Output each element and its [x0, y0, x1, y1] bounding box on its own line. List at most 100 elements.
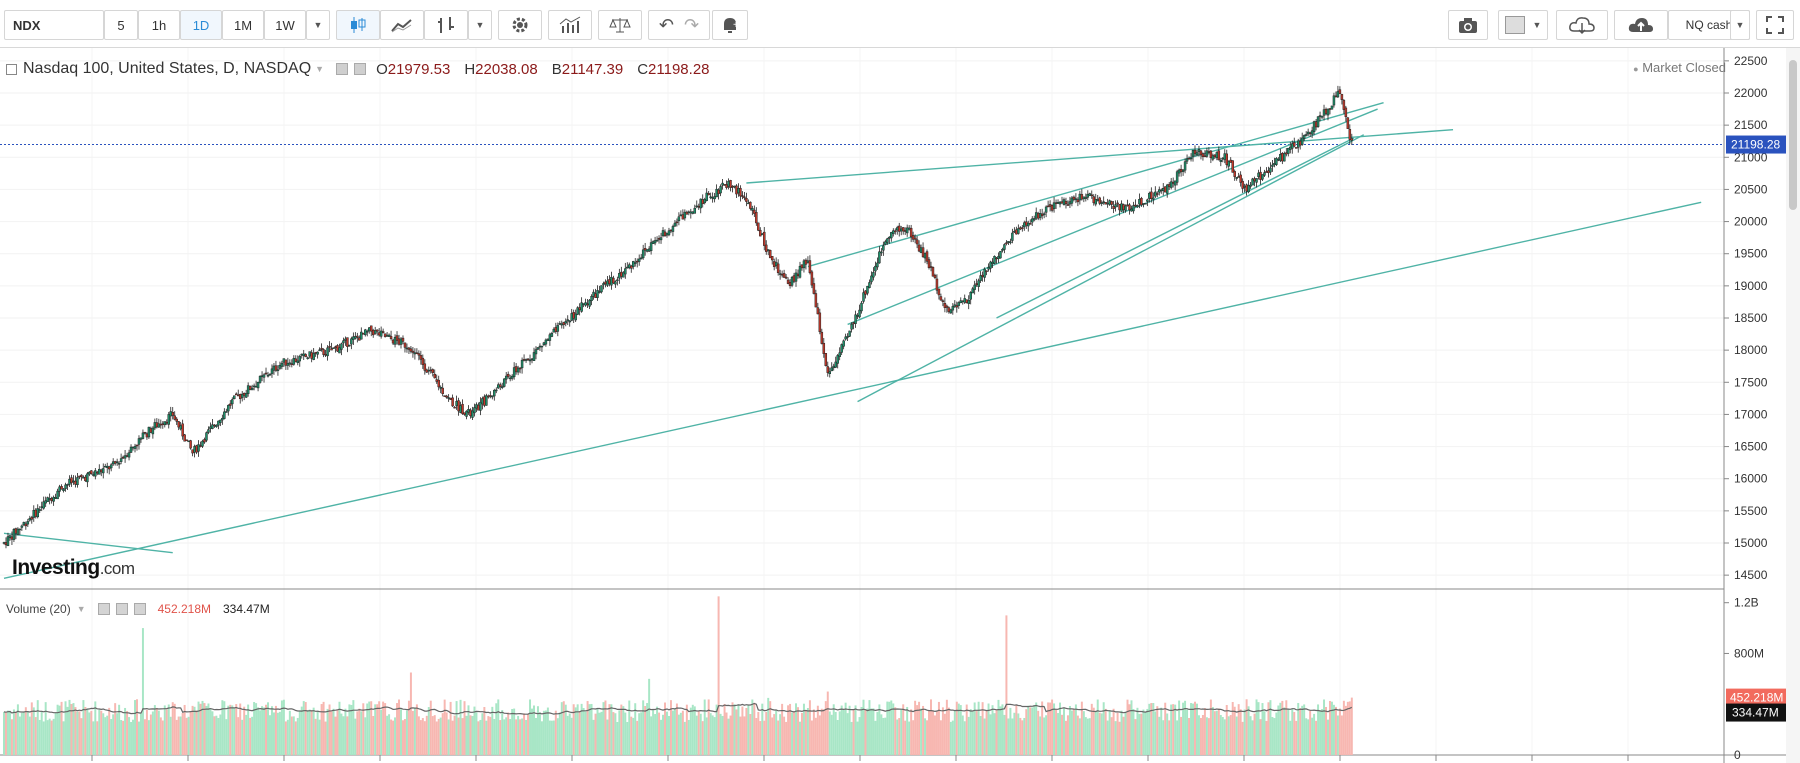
symbol-input[interactable]: NDX	[4, 10, 104, 40]
collapse-legend-icon[interactable]	[6, 63, 17, 75]
volume-bar	[791, 712, 794, 755]
candle-body	[635, 260, 639, 263]
candle-body	[1009, 241, 1012, 244]
bar-chart-button[interactable]	[424, 10, 468, 40]
volume-bar	[1195, 703, 1198, 755]
candle-body	[183, 434, 186, 442]
candle-body	[467, 408, 470, 413]
candle-body	[1304, 134, 1308, 136]
volume-bar	[1170, 704, 1173, 755]
volume-bar	[1203, 708, 1206, 755]
candle-body	[969, 292, 972, 300]
candle-body	[500, 386, 504, 388]
volume-bar	[1269, 700, 1272, 755]
volume-bar	[1104, 708, 1107, 755]
candle-body	[26, 521, 30, 525]
chevron-down-icon[interactable]: ▼	[315, 64, 325, 74]
candle-body	[1213, 154, 1217, 158]
candle-body	[316, 351, 319, 355]
volume-bar	[578, 711, 581, 755]
interval-1h-button[interactable]: 1h	[138, 10, 180, 40]
volume-bar	[1197, 715, 1200, 755]
candle-body	[818, 312, 822, 333]
visibility-icon[interactable]	[336, 63, 349, 75]
price-chart[interactable]: 14500 15000 15500 16000 16500 17000 17500 18000…	[0, 48, 1800, 763]
candle-body	[217, 420, 220, 426]
volume-average-label: 334.47M	[1732, 706, 1779, 720]
volume-bar	[1277, 705, 1280, 755]
upload-button[interactable]	[1614, 10, 1668, 40]
candle-body	[1191, 149, 1195, 157]
close-icon[interactable]	[133, 603, 146, 615]
interval-1w-button[interactable]: 1W	[264, 10, 306, 40]
screenshot-button[interactable]	[1448, 10, 1488, 40]
interval-1m-button[interactable]: 1M	[222, 10, 264, 40]
candle-body	[882, 245, 885, 251]
volume-bar	[100, 710, 103, 755]
candle-body	[679, 214, 683, 217]
chevron-down-icon[interactable]: ▼	[76, 604, 86, 614]
volume-bar	[509, 719, 512, 755]
candle-body	[1324, 108, 1328, 114]
visibility-icon[interactable]	[97, 603, 110, 615]
candle-body	[1162, 187, 1165, 191]
volume-bar	[997, 699, 1000, 755]
line-chart-button[interactable]	[380, 10, 424, 40]
candle-body	[461, 403, 464, 415]
candle-body	[477, 404, 480, 411]
candle-body	[46, 497, 49, 502]
volume-bar	[850, 721, 853, 755]
volume-bar	[650, 716, 653, 755]
candle-body	[278, 364, 282, 369]
volume-bar	[789, 703, 792, 755]
candle-body	[649, 242, 653, 251]
volume-bar	[255, 703, 258, 755]
volume-bar	[201, 700, 204, 755]
interval-1d-button[interactable]: 1D	[180, 10, 222, 40]
volume-bar	[398, 699, 401, 755]
alert-button[interactable]: +	[712, 10, 748, 40]
candle-body	[179, 425, 182, 430]
nq-cash-dropdown-button[interactable]: ▼	[1730, 10, 1750, 40]
volume-bar	[3, 711, 5, 755]
candle-body	[84, 476, 87, 482]
candles-button[interactable]	[336, 10, 380, 40]
candle-body	[1040, 213, 1044, 216]
candle-body	[1265, 171, 1268, 173]
volume-bar	[308, 709, 311, 755]
interval-dropdown-button[interactable]: ▼	[306, 10, 330, 40]
fullscreen-button[interactable]	[1756, 10, 1794, 40]
candle-body	[360, 331, 363, 340]
candle-body	[1296, 140, 1300, 148]
volume-bar	[1342, 700, 1345, 755]
settings-button[interactable]	[498, 10, 542, 40]
settings-small-icon[interactable]	[354, 63, 367, 75]
candle-body	[10, 536, 14, 540]
volume-bar	[245, 714, 248, 755]
undo-icon[interactable]: ↶	[658, 14, 674, 35]
chart-type-dropdown-button[interactable]: ▼	[468, 10, 492, 40]
candle-body	[971, 288, 974, 294]
volume-bar	[118, 704, 121, 755]
indicators-button[interactable]	[548, 10, 592, 40]
interval-5-button[interactable]: 5	[104, 10, 138, 40]
volume-bar	[243, 706, 246, 755]
candle-body	[203, 439, 206, 443]
redo-icon[interactable]: ↷	[684, 14, 700, 35]
candle-body	[346, 337, 349, 347]
compare-button[interactable]	[598, 10, 642, 40]
color-picker-button[interactable]: ▼	[1498, 10, 1548, 40]
download-button[interactable]	[1556, 10, 1608, 40]
volume-bar	[546, 707, 549, 755]
volume-bar	[1011, 718, 1014, 755]
candle-body	[925, 251, 929, 262]
volume-bar	[324, 721, 327, 755]
candle-body	[1138, 198, 1141, 205]
settings-small-icon[interactable]	[115, 603, 128, 615]
candle-body	[903, 230, 907, 232]
volume-bar	[457, 717, 460, 755]
volume-bar	[86, 708, 89, 755]
volume-bar	[1190, 703, 1193, 755]
candle-body	[185, 439, 188, 442]
candle-body	[103, 465, 107, 468]
